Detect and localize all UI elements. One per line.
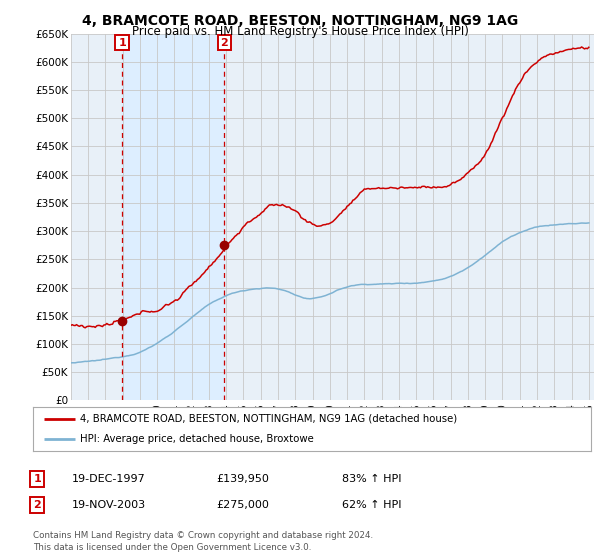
Text: HPI: Average price, detached house, Broxtowe: HPI: Average price, detached house, Brox… [80, 434, 314, 444]
Text: 1: 1 [34, 474, 41, 484]
Text: 2: 2 [34, 500, 41, 510]
Bar [122, 34, 224, 400]
Text: 62% ↑ HPI: 62% ↑ HPI [342, 500, 401, 510]
Text: Price paid vs. HM Land Registry's House Price Index (HPI): Price paid vs. HM Land Registry's House … [131, 25, 469, 38]
Text: 83% ↑ HPI: 83% ↑ HPI [342, 474, 401, 484]
Text: £139,950: £139,950 [216, 474, 269, 484]
Text: Contains HM Land Registry data © Crown copyright and database right 2024.: Contains HM Land Registry data © Crown c… [33, 531, 373, 540]
Text: This data is licensed under the Open Government Licence v3.0.: This data is licensed under the Open Gov… [33, 543, 311, 552]
Text: 4, BRAMCOTE ROAD, BEESTON, NOTTINGHAM, NG9 1AG (detached house): 4, BRAMCOTE ROAD, BEESTON, NOTTINGHAM, N… [80, 414, 458, 424]
Text: 19-NOV-2003: 19-NOV-2003 [72, 500, 146, 510]
Text: 2: 2 [220, 38, 228, 48]
Text: 4, BRAMCOTE ROAD, BEESTON, NOTTINGHAM, NG9 1AG: 4, BRAMCOTE ROAD, BEESTON, NOTTINGHAM, N… [82, 14, 518, 28]
Text: 19-DEC-1997: 19-DEC-1997 [72, 474, 146, 484]
Text: £275,000: £275,000 [216, 500, 269, 510]
Text: 1: 1 [118, 38, 126, 48]
